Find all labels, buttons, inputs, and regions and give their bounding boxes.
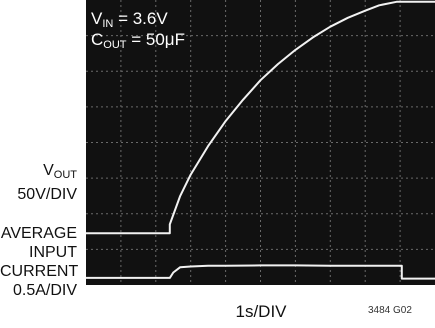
scope-traces: [86, 0, 435, 280]
current-label: AVERAGE INPUT CURRENT 0.5A/DIV: [0, 224, 79, 300]
scope-grid: [86, 0, 435, 285]
figure-id: 3484 G02: [368, 305, 412, 316]
vout-scale: 50V/DIV: [17, 186, 77, 203]
current-label-line-4: 0.5A/DIV: [12, 282, 77, 299]
current-label-line-1: AVERAGE: [0, 225, 77, 242]
vin-annotation: VIN = 3.6V: [91, 9, 168, 30]
cout-annotation: COUT = 50μF: [91, 30, 185, 51]
vout-label: VOUT 50V/DIV: [0, 161, 77, 204]
current-label-line-2: INPUT: [29, 244, 77, 261]
vout-trace: [86, 0, 435, 235]
input-current-trace: [86, 264, 435, 280]
current-label-line-3: CURRENT: [0, 263, 79, 280]
x-axis-label: 1s/DIV: [235, 302, 287, 321]
